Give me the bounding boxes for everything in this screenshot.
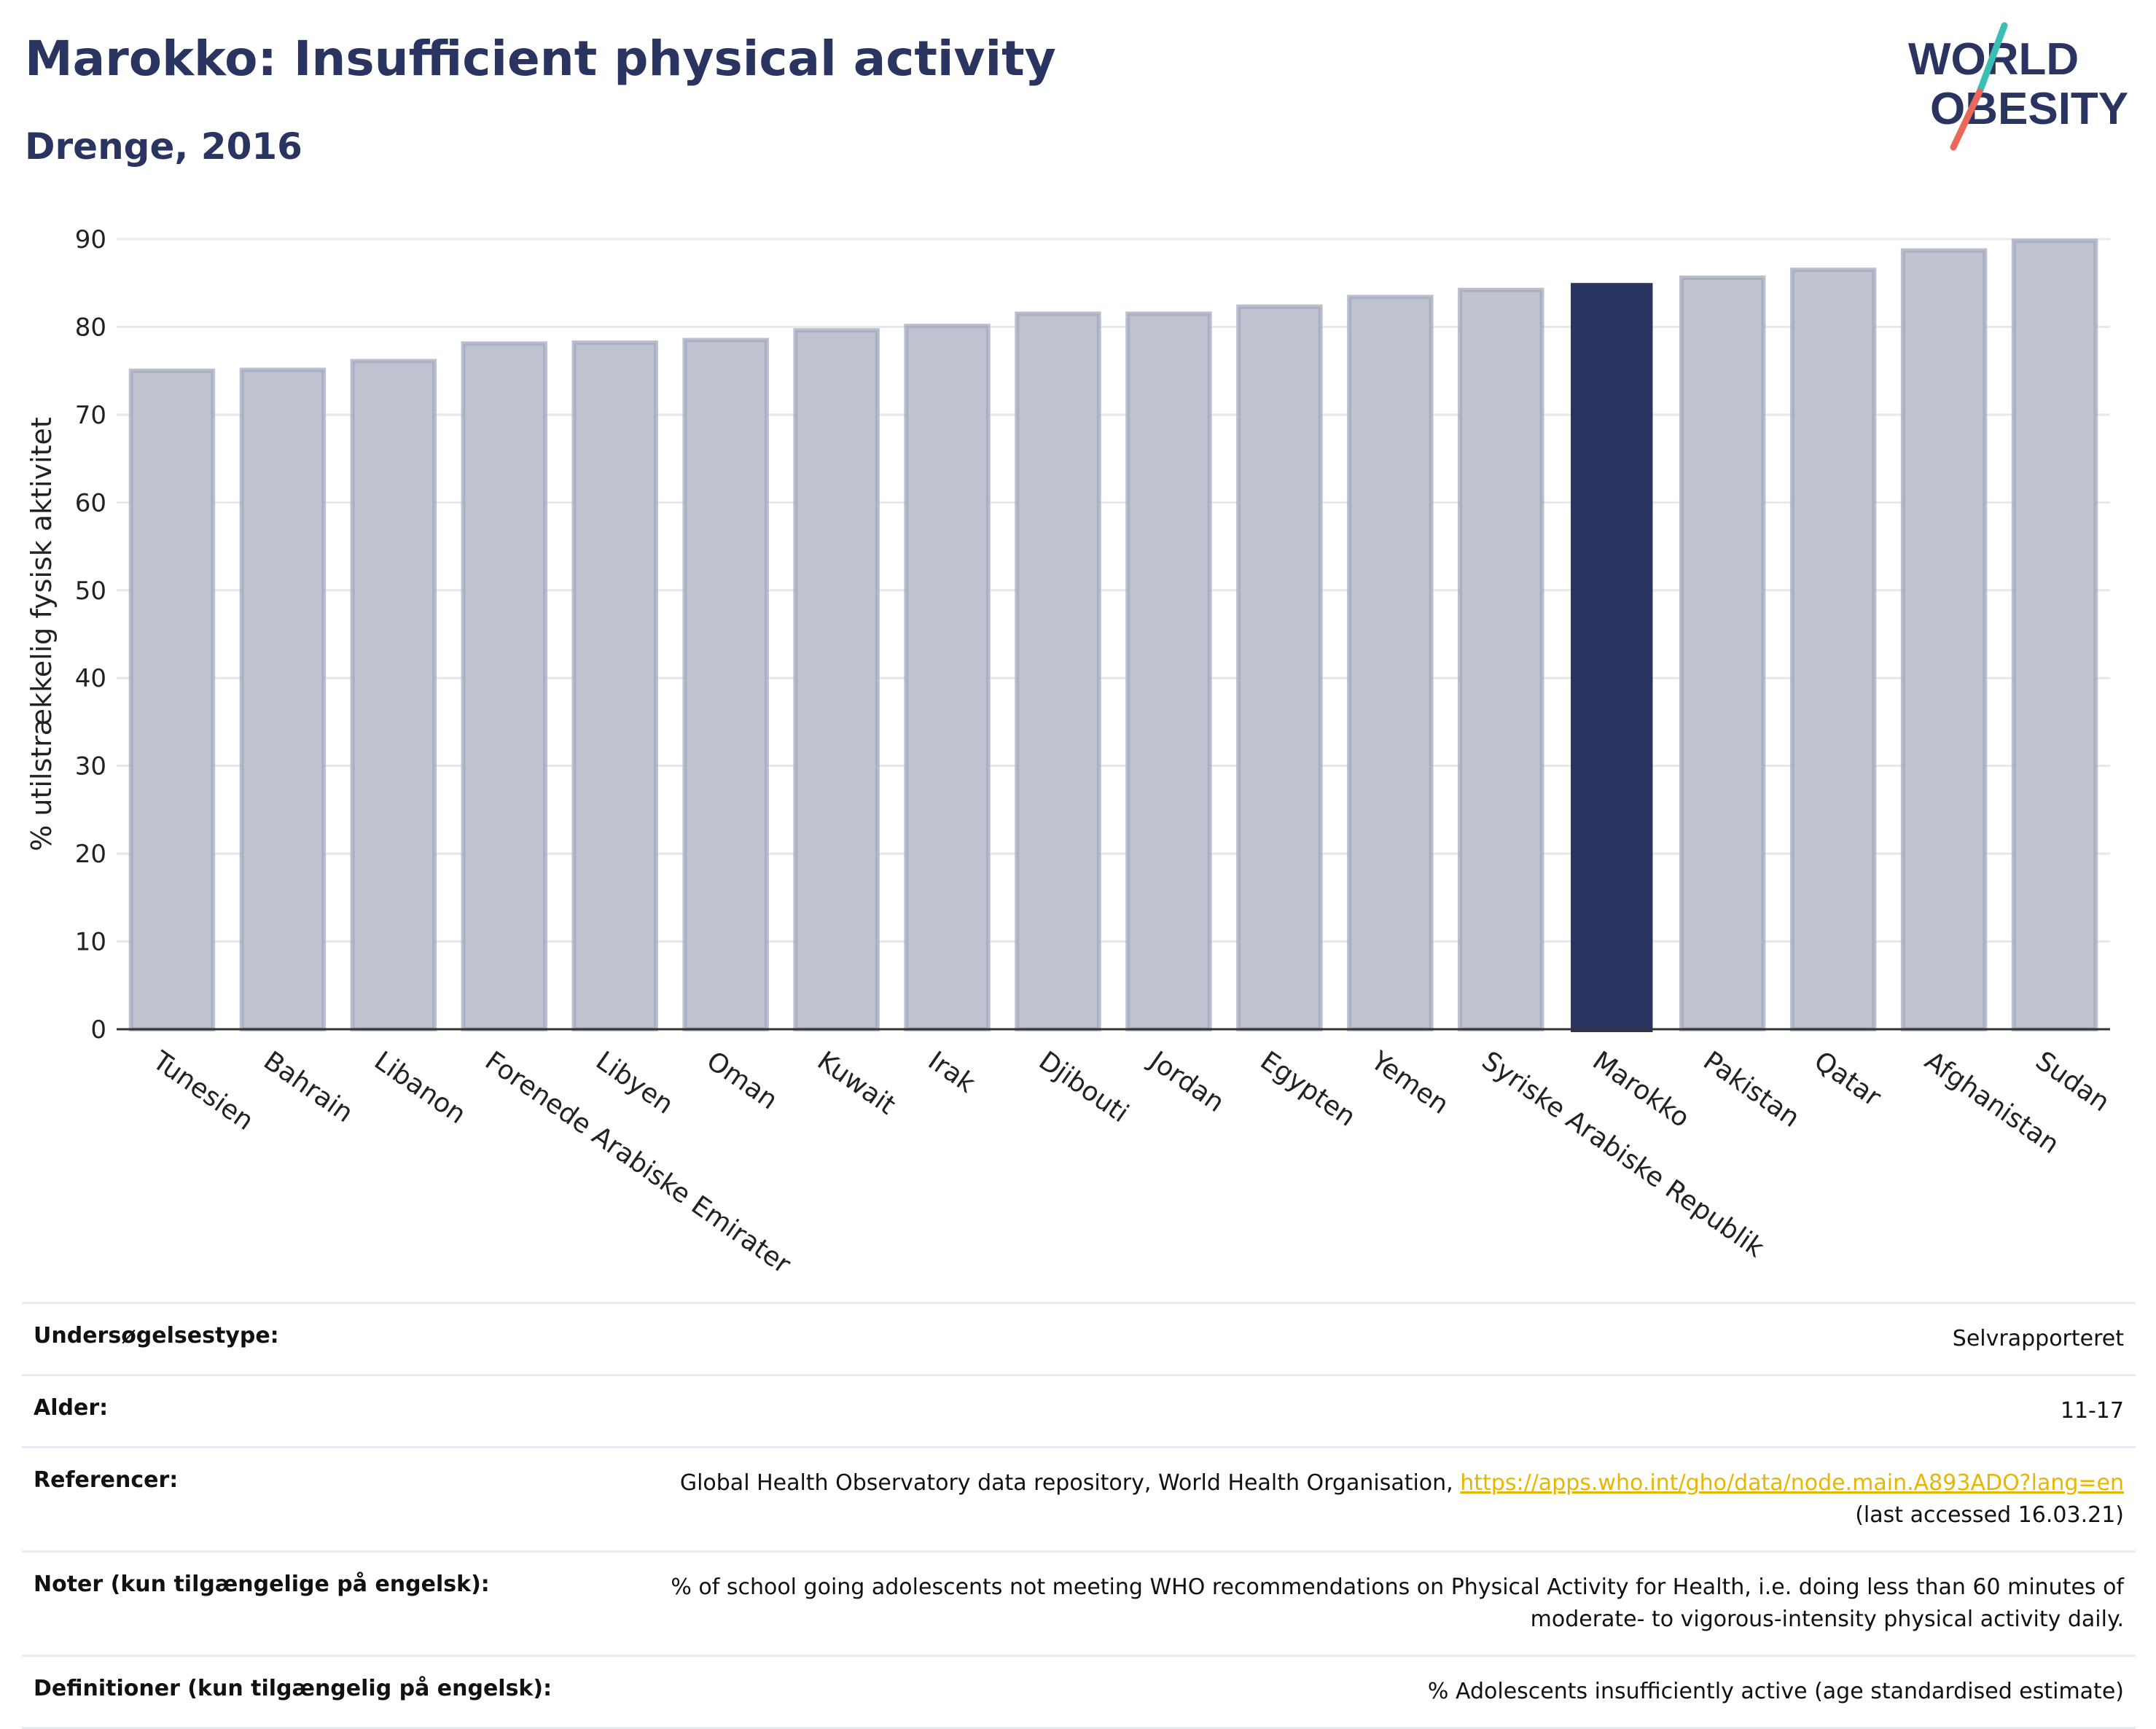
info-row-definitions: Definitioner (kun tilgængelig på engelsk… bbox=[22, 1655, 2136, 1729]
notes-label: Noter (kun tilgængelige på engelsk): bbox=[34, 1572, 490, 1597]
bar-afghanistan bbox=[1900, 248, 1988, 1031]
definitions-value: % Adolescents insufficiently active (age… bbox=[1427, 1679, 2124, 1704]
x-tick-label: Egypten bbox=[1255, 1046, 1361, 1133]
x-tick-label: Sudan bbox=[2030, 1046, 2114, 1118]
y-tick-label: 90 bbox=[75, 225, 106, 254]
y-tick-label: 60 bbox=[75, 488, 106, 518]
logo-slash-teal bbox=[1976, 22, 2008, 95]
bar-egypten bbox=[1236, 304, 1323, 1031]
survey-type-label: Undersøgelsestype: bbox=[34, 1323, 279, 1349]
bar-bahrain bbox=[239, 367, 327, 1031]
x-tick-label: Irak bbox=[923, 1046, 981, 1099]
references-text: Global Health Observatory data repositor… bbox=[679, 1470, 1453, 1496]
logo-slash-red bbox=[1950, 88, 1983, 151]
age-label: Alder: bbox=[34, 1395, 109, 1421]
references-value: Global Health Observatory data repositor… bbox=[680, 1467, 2124, 1531]
x-tick-label: Bahrain bbox=[258, 1046, 359, 1128]
info-row-references: Referencer: Global Health Observatory da… bbox=[22, 1446, 2136, 1550]
bar-djibouti bbox=[1015, 311, 1101, 1031]
y-tick-label: 50 bbox=[75, 577, 106, 606]
bar-tunesien bbox=[128, 368, 216, 1031]
bar-marokko bbox=[1571, 283, 1653, 1033]
x-tick-label: Djibouti bbox=[1034, 1046, 1134, 1129]
x-tick-label: Pakistan bbox=[1698, 1046, 1805, 1133]
bar-libanon bbox=[350, 359, 437, 1031]
chart-title: Marokko: Insufficient physical activity bbox=[25, 31, 1056, 87]
bar-sudan bbox=[2011, 238, 2098, 1031]
world-obesity-logo: WORLD OBESITY bbox=[1908, 22, 2128, 151]
info-row-age: Alder: 11-17 bbox=[22, 1374, 2136, 1446]
x-tick-label: Tunesien bbox=[147, 1045, 259, 1136]
grid-lines bbox=[117, 238, 2110, 943]
bar-yemen bbox=[1347, 294, 1434, 1031]
bar-syriske-arabiske-republik bbox=[1458, 287, 1544, 1031]
bars bbox=[128, 238, 2098, 1033]
y-tick-label: 40 bbox=[75, 664, 106, 693]
y-tick-label: 0 bbox=[90, 1015, 106, 1045]
y-tick-label: 10 bbox=[75, 928, 106, 957]
x-tick-label: Marokko bbox=[1587, 1046, 1695, 1134]
y-tick-label: 30 bbox=[75, 752, 106, 781]
references-accessed: (last accessed 16.03.21) bbox=[1855, 1502, 2124, 1528]
x-tick-label: Jordan bbox=[1143, 1045, 1230, 1118]
chart-subtitle: Drenge, 2016 bbox=[25, 125, 302, 168]
bar-irak bbox=[904, 324, 991, 1031]
x-tick-label: Libanon bbox=[369, 1046, 471, 1130]
bar-libyen bbox=[571, 340, 658, 1031]
x-tick-label: Oman bbox=[701, 1046, 783, 1116]
y-tick-label: 70 bbox=[75, 401, 106, 430]
references-label: Referencer: bbox=[34, 1467, 179, 1493]
age-value: 11-17 bbox=[2060, 1398, 2124, 1424]
bar-qatar bbox=[1789, 268, 1877, 1032]
bar-pakistan bbox=[1679, 275, 1766, 1031]
bar-jordan bbox=[1125, 311, 1212, 1031]
references-link[interactable]: https://apps.who.int/gho/data/node.main.… bbox=[1460, 1470, 2124, 1496]
x-tick-label: Libyen bbox=[590, 1046, 679, 1120]
x-tick-label: Yemen bbox=[1365, 1045, 1454, 1120]
bar-kuwait bbox=[793, 328, 880, 1031]
y-tick-label: 20 bbox=[75, 840, 106, 869]
info-row-survey-type: Undersøgelsestype: Selvrapporteret bbox=[22, 1302, 2136, 1374]
info-table: Undersøgelsestype: Selvrapporteret Alder… bbox=[22, 1302, 2136, 1729]
notes-value: % of school going adolescents not meetin… bbox=[671, 1574, 2124, 1632]
definitions-label: Definitioner (kun tilgængelig på engelsk… bbox=[34, 1676, 552, 1701]
bar-forenede-arabiske-emirater bbox=[461, 341, 548, 1031]
y-axis-label: % utilstrækkelig fysisk aktivitet bbox=[26, 417, 58, 851]
info-row-notes: Noter (kun tilgængelige på engelsk): % o… bbox=[22, 1550, 2136, 1655]
bar-oman bbox=[682, 337, 769, 1031]
y-tick-label: 80 bbox=[75, 313, 106, 342]
survey-type-value: Selvrapporteret bbox=[1952, 1326, 2124, 1351]
x-tick-label: Qatar bbox=[1808, 1046, 1886, 1113]
x-tick-label: Kuwait bbox=[812, 1046, 901, 1121]
